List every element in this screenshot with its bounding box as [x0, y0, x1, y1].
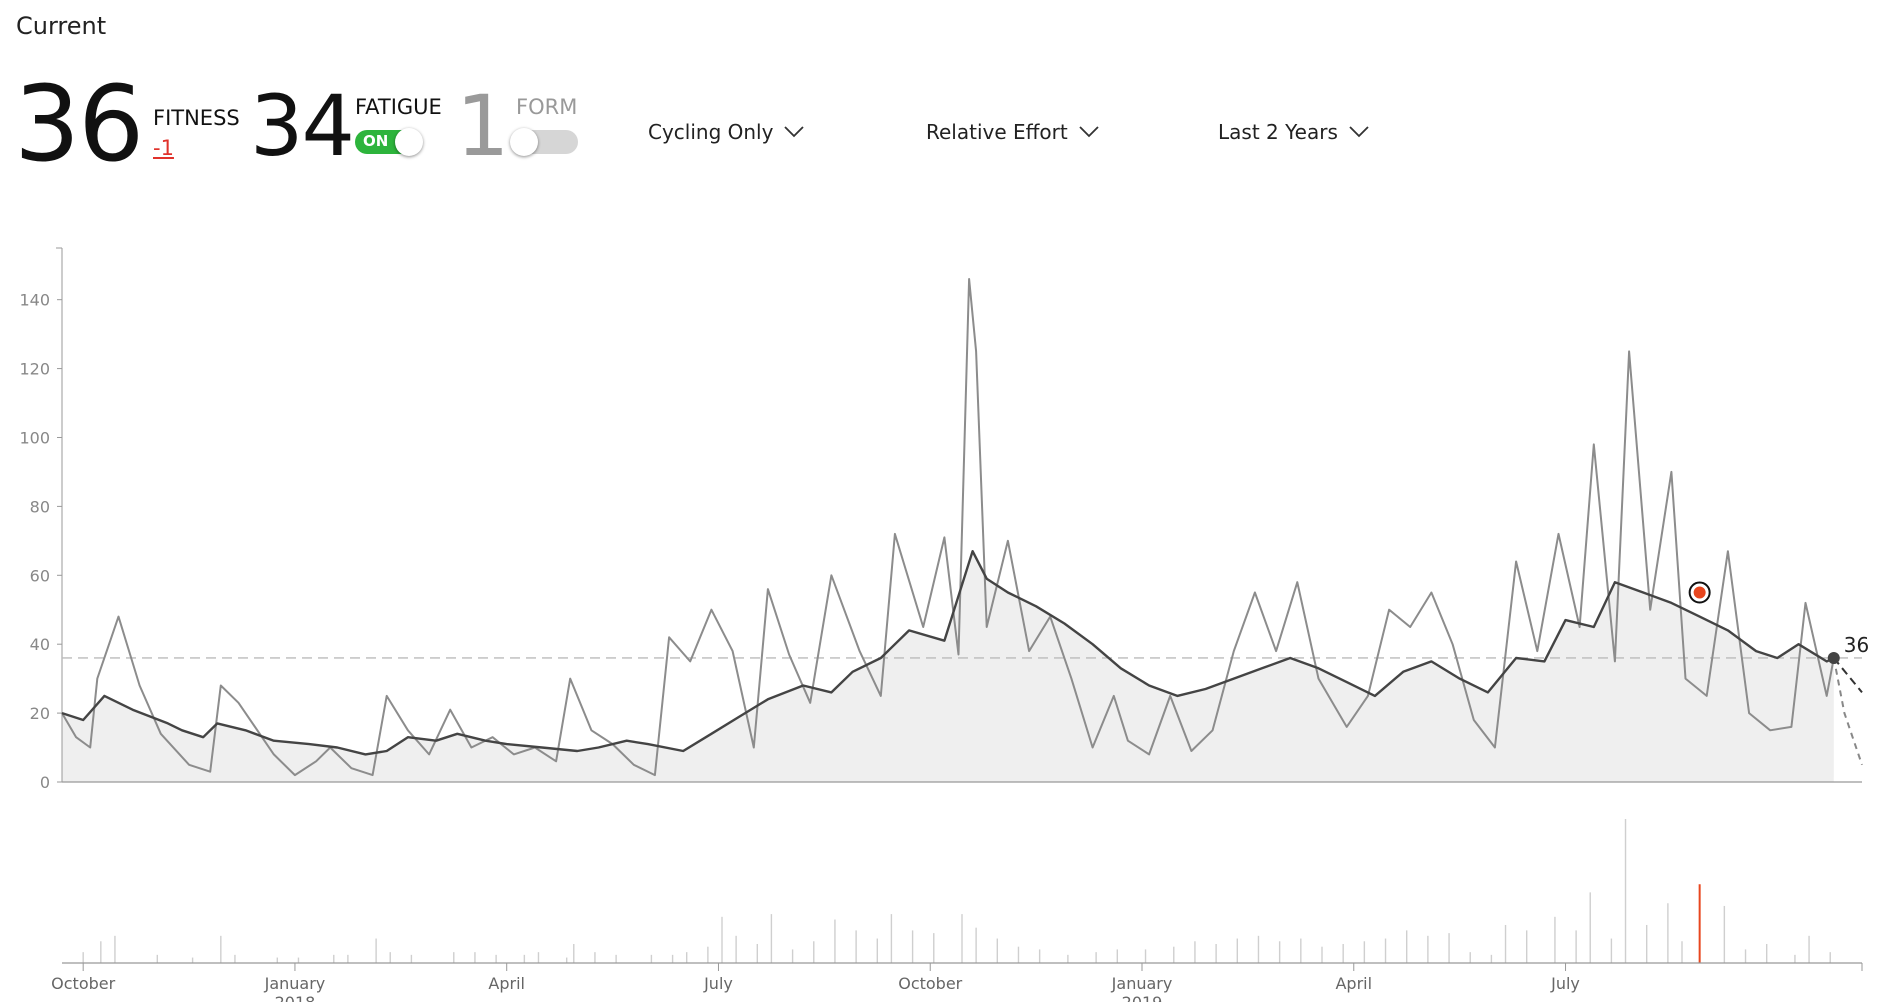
fitness-line — [61, 550, 1835, 756]
chevron-down-icon — [1349, 126, 1369, 138]
fitness-projection — [1833, 657, 1863, 694]
sport-filter-value: Cycling Only — [648, 120, 774, 144]
metric-filter-value: Relative Effort — [926, 120, 1068, 144]
y-tick-label: 60 — [30, 566, 50, 585]
range-filter-dropdown[interactable]: Last 2 Years — [1218, 120, 1370, 144]
range-filter-value: Last 2 Years — [1218, 120, 1338, 144]
y-tick-label: 120 — [19, 360, 50, 379]
chevron-down-icon — [784, 126, 805, 138]
x-tick-year-label: 2019 — [1122, 993, 1163, 1002]
y-tick-label: 80 — [30, 497, 50, 516]
x-tick-label: January — [264, 974, 326, 993]
fatigue-label: FATIGUE — [355, 95, 442, 119]
form-value: 1 — [456, 77, 509, 175]
x-tick-year-label: 2018 — [275, 993, 316, 1002]
x-tick-label: April — [1335, 974, 1372, 993]
fatigue-line — [61, 278, 1835, 777]
current-value-label: 36 — [1844, 633, 1869, 657]
form-toggle[interactable] — [510, 128, 578, 156]
current-point — [1827, 651, 1840, 664]
fitness-value: 36 — [14, 63, 144, 185]
fatigue-toggle[interactable]: ON — [355, 128, 423, 156]
x-tick-label: January — [1111, 974, 1173, 993]
toggle-knob — [510, 128, 538, 156]
x-tick-label: July — [1550, 974, 1580, 993]
fitness-delta: -1 — [153, 136, 174, 160]
highlight-point — [1693, 586, 1706, 599]
fatigue-toggle-label: ON — [363, 132, 389, 150]
fitness-label: FITNESS — [153, 106, 240, 130]
y-tick-label: 100 — [19, 428, 50, 447]
x-tick-label: October — [51, 974, 115, 993]
form-label: FORM — [516, 95, 578, 119]
sport-filter-dropdown[interactable]: Cycling Only — [648, 120, 805, 144]
y-tick-label: 40 — [30, 635, 50, 654]
x-tick-label: July — [703, 974, 733, 993]
fitness-chart[interactable]: 02040608010012014036OctoberJanuary2018Ap… — [0, 230, 1884, 1002]
x-tick-label: October — [898, 974, 962, 993]
chevron-down-icon — [1079, 126, 1099, 138]
y-tick-label: 140 — [19, 291, 50, 310]
page-title: Current — [16, 12, 107, 40]
y-tick-label: 0 — [40, 773, 50, 792]
x-tick-label: April — [488, 974, 525, 993]
toggle-knob — [395, 128, 423, 156]
fatigue-value: 34 — [250, 77, 355, 175]
fitness-area — [62, 551, 1834, 782]
y-tick-label: 20 — [30, 704, 50, 723]
metric-filter-dropdown[interactable]: Relative Effort — [926, 120, 1100, 144]
fatigue-projection — [1832, 657, 1863, 766]
